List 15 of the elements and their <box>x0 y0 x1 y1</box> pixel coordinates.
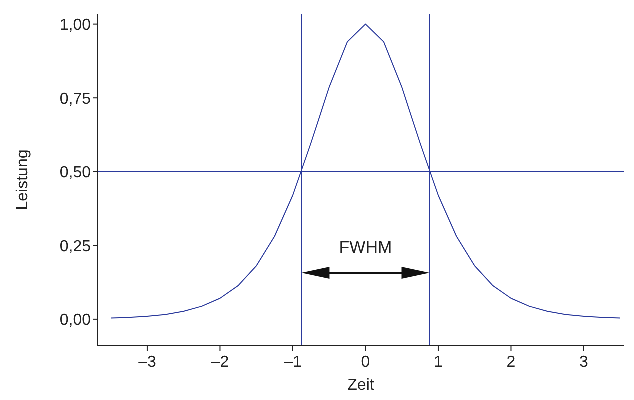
x-tick-label: –3 <box>138 354 156 371</box>
x-tick-label: 2 <box>506 354 516 371</box>
y-tick-label: 1,00 <box>60 17 92 34</box>
x-tick-label: 1 <box>434 354 444 371</box>
x-axis-title: Zeit <box>348 377 375 394</box>
x-tick-label: –1 <box>284 354 302 371</box>
annotation: FWHM <box>339 238 392 258</box>
y-tick-label: 0,25 <box>60 238 92 256</box>
y-tick-label: 0,50 <box>60 164 92 182</box>
y-axis-title: Leistung <box>14 150 32 210</box>
y-tick-label: 0,00 <box>60 312 92 330</box>
y-tick-label: 0,75 <box>60 90 92 108</box>
x-tick-label: 0 <box>361 354 370 371</box>
x-tick-label: 3 <box>580 354 589 371</box>
x-tick-label: –2 <box>211 354 230 371</box>
